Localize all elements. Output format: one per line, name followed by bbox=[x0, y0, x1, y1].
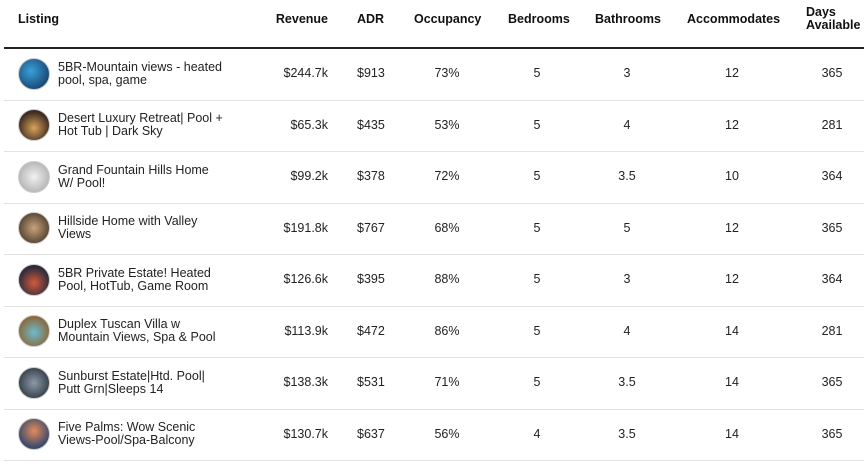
table-cell: 14 bbox=[725, 375, 739, 390]
table-cell: $378 bbox=[357, 169, 385, 184]
table-cell: 12 bbox=[725, 272, 739, 287]
column-header: ADR bbox=[357, 12, 385, 26]
table-cell: 12 bbox=[725, 117, 739, 132]
table-cell: 365 bbox=[821, 220, 843, 235]
listing-name: 5BR-Mountain views - heated pool, spa, g… bbox=[58, 59, 222, 87]
table-cell: $113.9k bbox=[284, 323, 328, 338]
table-cell: 5 bbox=[533, 117, 541, 132]
table-cell: 5 bbox=[623, 220, 631, 235]
table-cell: $191.8k bbox=[283, 220, 328, 235]
table-cell: 3.5 bbox=[618, 426, 636, 441]
table-cell: 5 bbox=[533, 220, 541, 235]
listing-thumbnail bbox=[18, 57, 50, 90]
header-divider bbox=[4, 47, 864, 49]
column-header: Accommodates bbox=[687, 12, 781, 26]
listing-thumbnail bbox=[18, 109, 50, 142]
table-cell: 4 bbox=[623, 117, 631, 132]
table-cell: 365 bbox=[821, 66, 843, 81]
table-cell: $244.7k bbox=[283, 66, 328, 81]
row-divider bbox=[4, 305, 864, 307]
table-cell: 12 bbox=[725, 220, 739, 235]
listing-thumbnail bbox=[18, 418, 50, 451]
table-cell: 364 bbox=[821, 272, 843, 287]
table-cell: $472 bbox=[357, 323, 385, 338]
table-cell: $637 bbox=[357, 426, 385, 441]
table-cell: $130.7k bbox=[283, 426, 328, 441]
listing-name: Duplex Tuscan Villa w Mountain Views, Sp… bbox=[58, 317, 216, 345]
table-cell: $435 bbox=[357, 117, 385, 132]
table-cell: 3 bbox=[623, 66, 631, 81]
listing-name: Sunburst Estate|Htd. Pool| Putt Grn|Slee… bbox=[58, 368, 205, 396]
listing-name: Five Palms: Wow Scenic Views-Pool/Spa-Ba… bbox=[58, 420, 196, 448]
table-cell: 14 bbox=[725, 426, 739, 441]
column-header: Bedrooms bbox=[508, 12, 570, 26]
column-header: Occupancy bbox=[414, 12, 482, 26]
table-cell: 88% bbox=[434, 272, 460, 287]
row-divider bbox=[4, 99, 864, 101]
row-divider bbox=[4, 357, 864, 358]
table-cell: $126.6k bbox=[283, 272, 328, 287]
listing-thumbnail bbox=[18, 160, 50, 193]
table-cell: 10 bbox=[725, 169, 739, 184]
table-cell: 72% bbox=[434, 169, 460, 184]
table-cell: 86% bbox=[434, 323, 460, 338]
table-cell: 71% bbox=[434, 375, 460, 390]
row-divider bbox=[4, 254, 864, 255]
listing-thumbnail bbox=[18, 315, 50, 348]
table-cell: 4 bbox=[533, 426, 541, 441]
table-cell: $99.2k bbox=[290, 169, 328, 184]
listing-thumbnail bbox=[18, 366, 50, 399]
table-cell: 5 bbox=[533, 66, 541, 81]
row-divider bbox=[4, 151, 864, 152]
column-header: Bathrooms bbox=[595, 12, 661, 26]
column-header: Listing bbox=[18, 12, 59, 26]
table-cell: 3 bbox=[623, 272, 631, 287]
table-cell: 5 bbox=[533, 272, 541, 287]
table-cell: 5 bbox=[533, 375, 541, 390]
listing-thumbnail bbox=[18, 263, 50, 296]
table-cell: 53% bbox=[434, 117, 460, 132]
table-cell: 365 bbox=[821, 426, 843, 441]
table-cell: 12 bbox=[725, 66, 739, 81]
table-cell: 281 bbox=[821, 323, 843, 338]
table-cell: 14 bbox=[725, 323, 739, 338]
table-cell: $767 bbox=[357, 220, 385, 235]
table-cell: $395 bbox=[357, 272, 385, 287]
row-divider bbox=[4, 460, 864, 461]
table-cell: 56% bbox=[434, 426, 460, 441]
row-divider bbox=[4, 408, 864, 410]
table-cell: 4 bbox=[623, 323, 631, 338]
table-cell: $531 bbox=[357, 375, 385, 390]
table-cell: 5 bbox=[533, 323, 541, 338]
listing-name: 5BR Private Estate! Heated Pool, HotTub,… bbox=[58, 265, 211, 293]
table-cell: 365 bbox=[821, 375, 843, 390]
listing-name: Desert Luxury Retreat| Pool + Hot Tub | … bbox=[58, 111, 223, 139]
listing-name: Grand Fountain Hills Home W/ Pool! bbox=[58, 162, 209, 190]
table-cell: $913 bbox=[357, 66, 385, 81]
table-cell: 3.5 bbox=[618, 169, 636, 184]
listing-thumbnail bbox=[18, 212, 50, 245]
table-cell: 281 bbox=[821, 117, 843, 132]
row-divider bbox=[4, 202, 864, 204]
column-header: Days Available bbox=[806, 5, 861, 32]
table-cell: 3.5 bbox=[618, 375, 636, 390]
table-cell: 5 bbox=[533, 169, 541, 184]
listing-name: Hillside Home with Valley Views bbox=[58, 214, 198, 242]
table-cell: 364 bbox=[821, 169, 843, 184]
table-cell: $138.3k bbox=[283, 375, 328, 390]
table-cell: 73% bbox=[434, 66, 460, 81]
column-header: Revenue bbox=[275, 12, 328, 26]
table-cell: $65.3k bbox=[290, 117, 328, 132]
table-cell: 68% bbox=[434, 220, 460, 235]
